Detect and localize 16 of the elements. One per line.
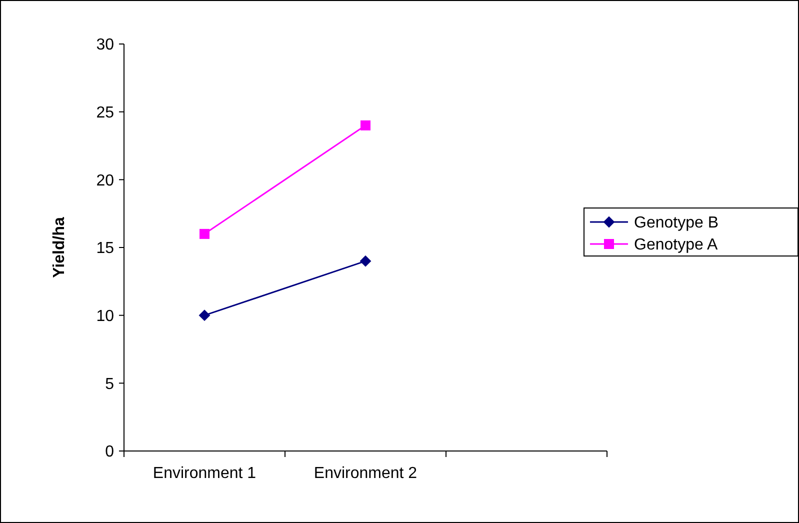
y-axis-title: Yield/ha (51, 217, 68, 278)
y-tick-label: 5 (105, 376, 114, 393)
x-tick-label: Environment 2 (314, 465, 418, 482)
point (360, 256, 371, 267)
y-tick-label: 15 (96, 240, 114, 258)
y-tick-label: 30 (96, 36, 114, 54)
x-tick-label: Environment 1 (152, 465, 256, 482)
point (199, 310, 210, 321)
y-tick-label: 20 (96, 172, 114, 190)
point (200, 228, 210, 239)
y-tick-label: 25 (96, 104, 114, 122)
point (360, 120, 370, 130)
legend-label: Genotype B (634, 214, 718, 232)
y-tick-label: 10 (96, 308, 114, 325)
legend-label: Genotype A (634, 236, 718, 254)
y-tick-label: 0 (105, 444, 114, 461)
